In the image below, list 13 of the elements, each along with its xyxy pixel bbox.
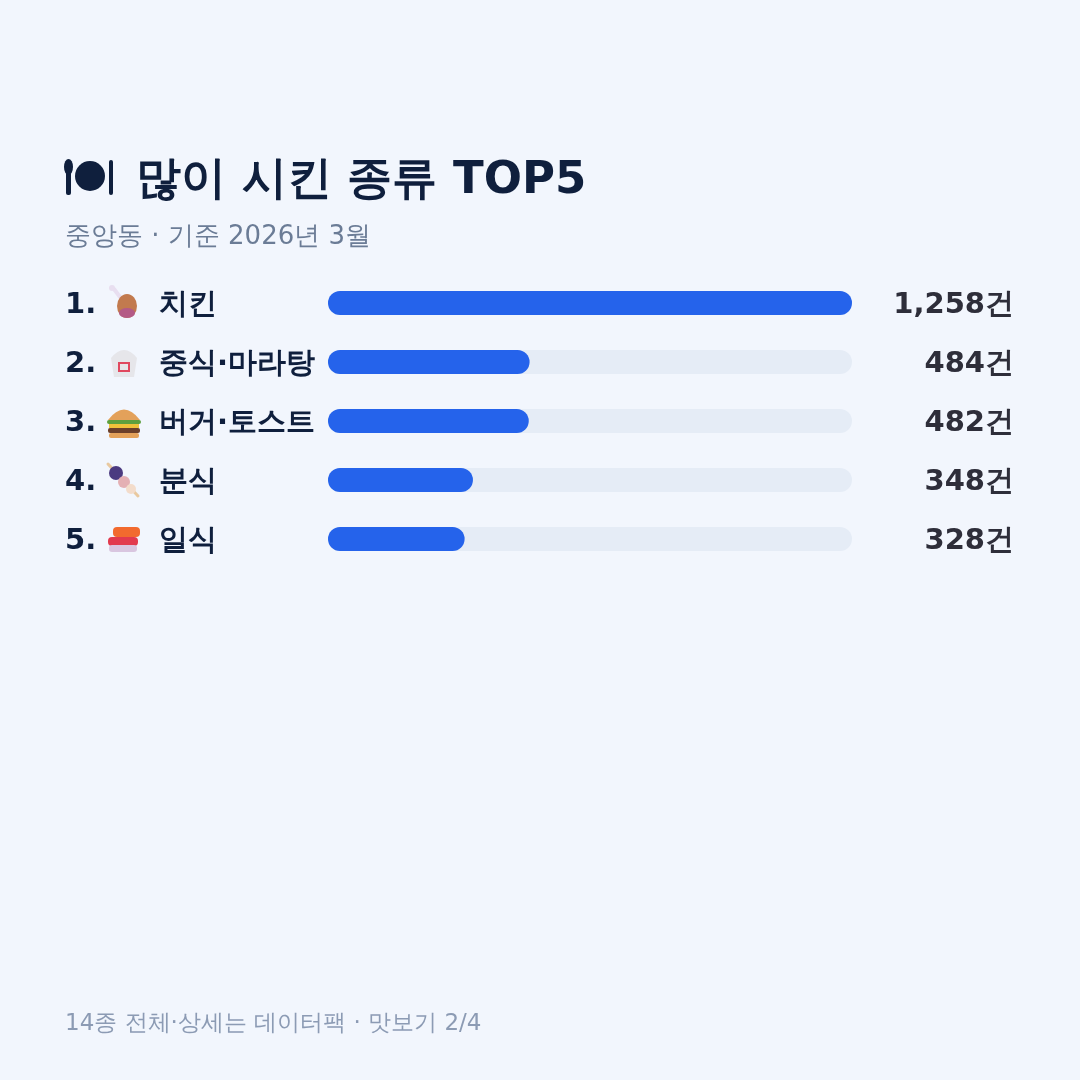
category-label: 5. 일식 [65, 522, 217, 556]
category-label: 1. 치킨 [65, 286, 217, 320]
text: 14종 전체·상세는 데이터팩 · 맛보기 2/4 [65, 1009, 482, 1035]
category-label: 4. 분식 [65, 463, 217, 497]
data-label: 1,258건 [893, 286, 1014, 320]
chart-subtitle: 중앙동 · 기준 2026년 3월 [65, 220, 372, 250]
data-label: 348건 [924, 463, 1014, 497]
category-label: 2. 중식·마라탕 [65, 345, 316, 379]
category-label: 3. 버거·토스트 [65, 404, 316, 438]
data-label: 328건 [924, 522, 1014, 556]
data-label: 482건 [924, 404, 1014, 438]
chart-title: 많이 시킨 종류 TOP5 [136, 151, 587, 204]
data-label: 484건 [924, 345, 1014, 379]
